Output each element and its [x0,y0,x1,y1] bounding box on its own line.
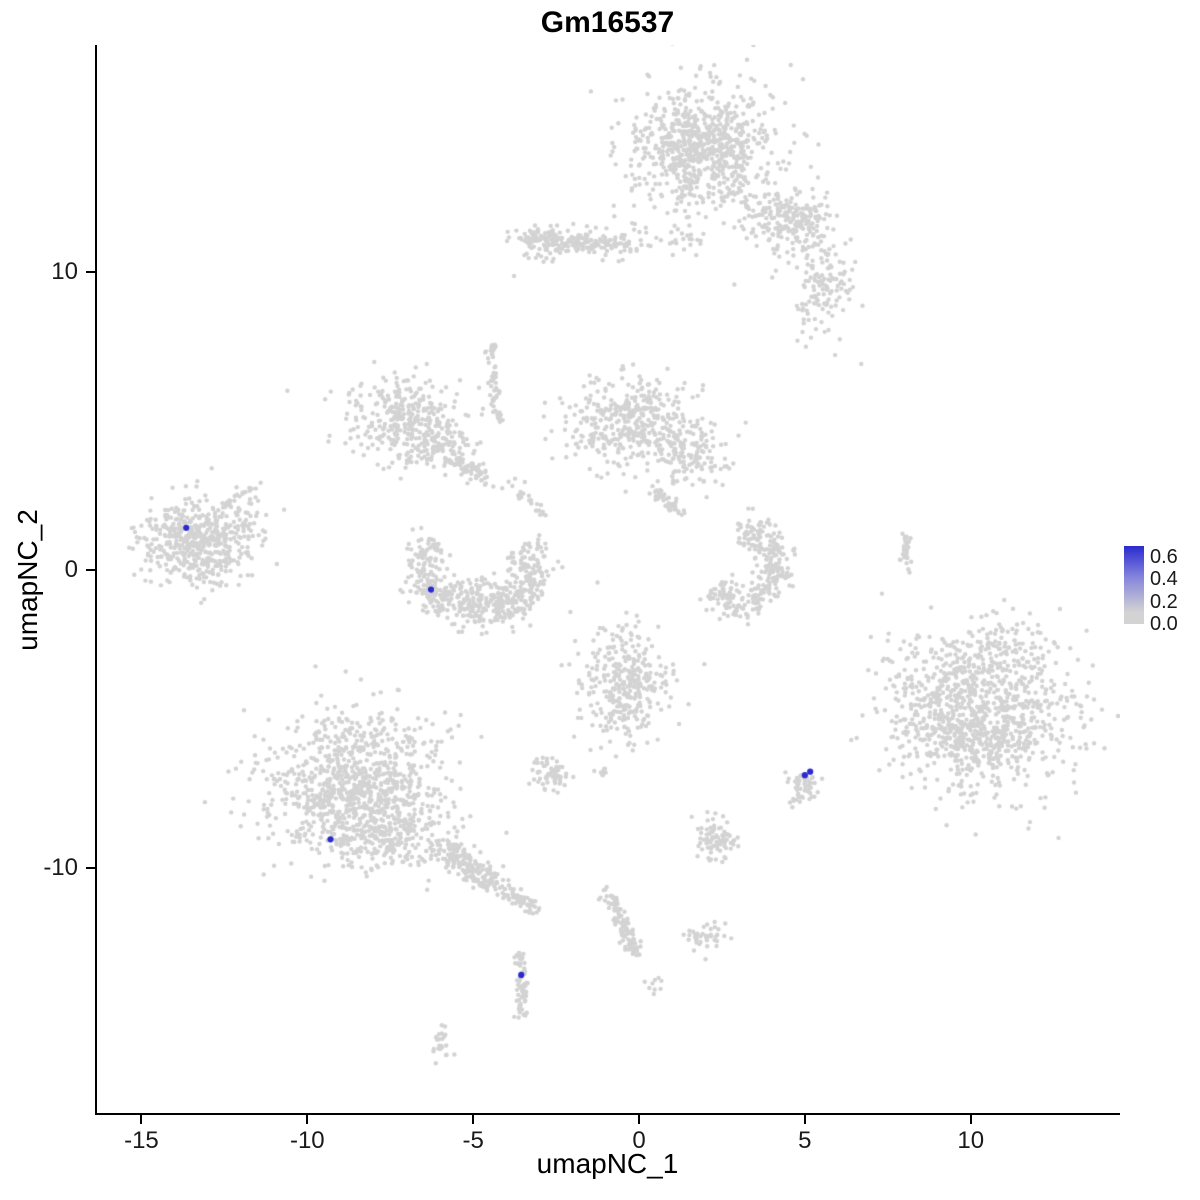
legend-label: 0.6 [1150,546,1178,569]
x-tick-mark [140,1115,143,1124]
x-tick-label: -10 [289,1127,325,1154]
chart-title: Gm16537 [540,6,675,39]
legend-label: 0.0 [1150,613,1178,635]
y-tick-label: -10 [43,853,78,881]
y-tick-label: 0 [64,555,78,583]
x-tick-mark [472,1115,475,1124]
x-tick-label: 10 [957,1127,985,1154]
y-tick-label: 10 [51,257,78,285]
y-tick-mark [86,568,95,571]
y-axis-title-wrap: umapNC_2 [0,45,56,1115]
x-tick-mark [638,1115,640,1124]
x-tick-mark [306,1115,309,1124]
x-tick-label: -15 [124,1127,159,1154]
x-axis-title: umapNC_1 [536,1148,679,1179]
x-tick-mark [969,1115,972,1124]
x-tick-label: 5 [798,1127,812,1154]
legend-label: 0.2 [1150,590,1178,613]
x-tick-label: 0 [632,1127,646,1154]
expression-legend: 0.6 0.4 0.2 0.0 [1124,540,1200,652]
y-tick-mark [86,270,95,273]
y-axis-title: umapNC_2 [12,509,44,651]
y-tick-mark [86,866,95,869]
scatter-points-canvas [95,45,1120,1115]
x-tick-mark [803,1115,806,1124]
legend-label: 0.4 [1150,568,1178,591]
x-tick-label: -5 [462,1127,484,1154]
legend-gradient-bar [1124,546,1144,624]
